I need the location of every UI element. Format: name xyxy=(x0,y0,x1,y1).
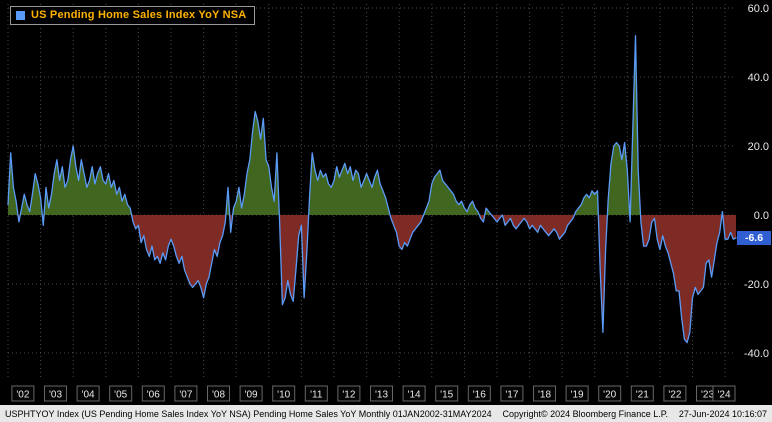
svg-text:'18: '18 xyxy=(538,390,551,401)
chart-legend[interactable]: US Pending Home Sales Index YoY NSA xyxy=(10,6,256,25)
footer-ticker-description: USPHTYOY Index (US Pending Home Sales In… xyxy=(5,408,492,419)
footer-copyright: Copyright© 2024 Bloomberg Finance L.P. xyxy=(502,408,669,419)
svg-text:'24: '24 xyxy=(717,390,730,401)
last-value-badge: -6.6 xyxy=(737,231,771,245)
svg-text:-40.0: -40.0 xyxy=(744,348,769,360)
svg-text:'15: '15 xyxy=(440,390,453,401)
area-positive xyxy=(8,35,736,215)
footer-timestamp: 27-Jun-2024 10:16:07 xyxy=(678,408,767,419)
svg-text:'20: '20 xyxy=(603,390,616,401)
svg-text:'10: '10 xyxy=(277,390,290,401)
series-line xyxy=(7,34,737,344)
y-axis-labels: 60.0 40.0 20.0 0.0 -20.0 -40.0 xyxy=(744,3,769,360)
series-swatch-icon xyxy=(16,10,25,20)
svg-text:'08: '08 xyxy=(212,390,225,401)
svg-text:'21: '21 xyxy=(636,390,649,401)
x-axis-labels: '02 '03 '04 '05 '06 '07 '08 '09 '10 '11 '12 '13 '14 '… xyxy=(11,385,736,402)
svg-text:20.0: 20.0 xyxy=(748,141,769,153)
svg-text:'05: '05 xyxy=(114,390,127,401)
svg-text:60.0: 60.0 xyxy=(748,3,769,15)
area-negative xyxy=(8,215,736,343)
svg-text:'04: '04 xyxy=(82,390,95,401)
svg-text:-20.0: -20.0 xyxy=(744,279,769,291)
svg-text:40.0: 40.0 xyxy=(748,72,769,84)
svg-text:'07: '07 xyxy=(179,390,192,401)
series-legend-label: US Pending Home Sales Index YoY NSA xyxy=(31,9,247,21)
svg-text:'02: '02 xyxy=(16,390,29,401)
svg-text:'11: '11 xyxy=(310,390,323,401)
svg-text:'13: '13 xyxy=(375,390,388,401)
chart-canvas[interactable]: 60.0 40.0 20.0 0.0 -20.0 -40.0 '02 '03 '04 '05 '06… xyxy=(0,0,772,405)
svg-text:'19: '19 xyxy=(571,390,584,401)
svg-text:0.0: 0.0 xyxy=(754,210,769,222)
svg-text:'17: '17 xyxy=(505,390,518,401)
svg-text:'06: '06 xyxy=(147,390,160,401)
svg-text:'22: '22 xyxy=(668,390,681,401)
footer-bar: USPHTYOY Index (US Pending Home Sales In… xyxy=(0,405,772,422)
svg-text:'03: '03 xyxy=(49,390,62,401)
svg-text:'09: '09 xyxy=(245,390,258,401)
svg-text:'14: '14 xyxy=(408,390,421,401)
svg-text:'23: '23 xyxy=(701,390,714,401)
svg-text:'12: '12 xyxy=(342,390,355,401)
svg-text:'16: '16 xyxy=(473,390,486,401)
